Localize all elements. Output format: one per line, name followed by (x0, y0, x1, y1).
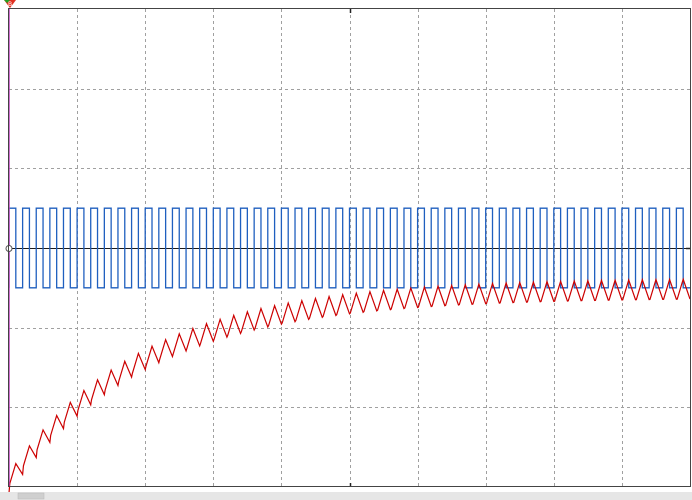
trigger-marker-icon[interactable]: B (4, 0, 16, 8)
charging-trace (8, 277, 691, 494)
grid (9, 9, 690, 487)
plot-border (8, 8, 691, 487)
trigger-marker-label: B (8, 1, 12, 8)
horizontal-scrollbar[interactable] (0, 492, 692, 500)
square-wave-trace (8, 207, 690, 289)
scrollbar-thumb[interactable] (17, 492, 45, 500)
